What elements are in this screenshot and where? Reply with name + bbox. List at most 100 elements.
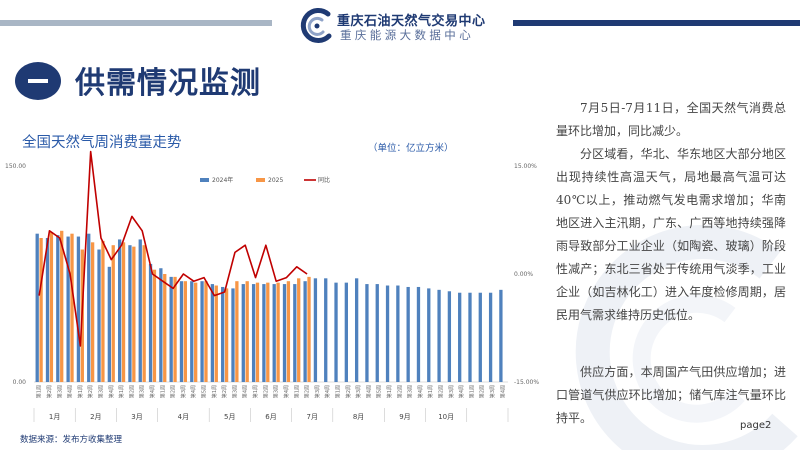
bar-2024 — [437, 289, 441, 382]
bar-2025 — [224, 288, 229, 382]
week-tick-label: 第3周 — [489, 385, 496, 398]
legend-swatch-2024 — [200, 178, 209, 182]
bar-2024 — [128, 245, 132, 382]
bar-2025 — [163, 274, 167, 382]
unit-note: （单位：亿立方米） — [368, 143, 454, 154]
legend-label-2025: 2025 — [268, 177, 283, 184]
bar-2024 — [416, 286, 421, 382]
week-tick-label: 第1周 — [159, 385, 166, 398]
week-tick-label: 第1周 — [118, 385, 125, 398]
bar-2024 — [76, 236, 81, 382]
bar-2024 — [159, 268, 163, 382]
bar-2024 — [303, 281, 307, 382]
y-right-tick-label: 0.00% — [514, 271, 533, 278]
bar-2024 — [210, 284, 215, 382]
supply-paragraph: 供应方面，本周国产气田供应增加；进口管道气供应环比增加；储气库注气量环比持平。 — [556, 365, 786, 425]
week-tick-label: 第4周 — [499, 385, 506, 398]
bar-2025 — [39, 238, 43, 382]
yoy-line — [38, 150, 308, 347]
week-tick-label: 第4周 — [324, 385, 331, 398]
week-tick-label: 第2周 — [128, 385, 135, 398]
week-tick-label: 第3周 — [231, 385, 238, 398]
week-tick-label: 第2周 — [221, 385, 228, 398]
bar-2024 — [406, 286, 410, 382]
week-tick-label: 第2周 — [438, 385, 445, 398]
bar-2024 — [324, 278, 328, 382]
bar-2025 — [276, 282, 280, 382]
week-tick-label: 第3周 — [180, 385, 187, 398]
week-tick-label: 第1周 — [77, 385, 84, 398]
bar-2025 — [255, 282, 260, 382]
month-label: 6月 — [265, 413, 276, 421]
bar-2024 — [344, 282, 348, 382]
bar-2025 — [142, 245, 146, 382]
summary-paragraph: 7月5日-7月11日，全国天然气消费总量环比增加，同比减少。 — [556, 101, 786, 138]
bar-2025 — [90, 242, 95, 382]
bar-2024 — [179, 281, 184, 382]
bar-2025 — [266, 282, 270, 382]
bar-2025 — [245, 281, 249, 382]
bar-2024 — [241, 284, 245, 382]
legend-swatch-2025 — [256, 178, 265, 182]
month-label: 3月 — [131, 413, 142, 421]
month-label: 8月 — [353, 413, 364, 421]
bar-2024 — [334, 282, 338, 382]
bar-2024 — [35, 233, 39, 382]
bar-2024 — [97, 249, 101, 382]
bar-2024 — [107, 266, 111, 382]
bar-2024 — [56, 235, 60, 382]
week-tick-label: 第3周 — [407, 385, 414, 398]
month-label: 9月 — [399, 413, 410, 421]
y-left-tick-label: 0.00 — [13, 379, 27, 386]
bar-2024 — [282, 284, 287, 382]
bar-2024 — [468, 292, 472, 382]
bar-2024 — [385, 285, 390, 382]
week-tick-label: 第2周 — [262, 385, 269, 398]
bar-2024 — [313, 278, 318, 382]
bar-2025 — [183, 281, 188, 382]
week-tick-label: 第4周 — [283, 385, 290, 398]
week-tick-label: 第3周 — [56, 385, 63, 398]
week-tick-label: 第1周 — [252, 385, 259, 398]
week-tick-label: 第3周 — [97, 385, 104, 398]
bar-2025 — [204, 281, 208, 382]
bar-2024 — [293, 284, 297, 382]
regional-paragraph: 分区域看，华北、华东地区大部分地区出现持续性高温天气，局地最高气温可达40℃以上… — [556, 147, 786, 322]
month-label: 7月 — [306, 413, 317, 421]
week-tick-label: 第2周 — [304, 385, 311, 398]
bar-2024 — [396, 285, 400, 382]
week-tick-label: 第2周 — [345, 385, 352, 398]
bar-2025 — [49, 232, 54, 382]
bar-2025 — [132, 246, 136, 382]
week-tick-label: 第5周 — [376, 385, 383, 398]
week-tick-label: 第3周 — [139, 385, 146, 398]
bar-2025 — [60, 230, 64, 382]
header-rule-left — [0, 20, 272, 26]
bar-2025 — [173, 276, 177, 382]
week-tick-label: 第1周 — [427, 385, 434, 398]
y-right-tick-label: 15.00% — [514, 163, 537, 170]
bar-2024 — [45, 238, 50, 382]
week-tick-label: 第4周 — [242, 385, 249, 398]
bar-2024 — [169, 276, 173, 382]
bar-2024 — [365, 284, 369, 382]
bar-2024 — [478, 292, 482, 382]
bar-2024 — [87, 233, 91, 382]
bar-2024 — [447, 291, 452, 382]
week-tick-label: 第1周 — [334, 385, 341, 398]
bar-2024 — [251, 284, 256, 382]
week-tick-label: 第4周 — [108, 385, 115, 398]
section-title: 供需情况监测 — [75, 66, 261, 101]
bar-2024 — [148, 263, 153, 382]
bar-2024 — [272, 284, 276, 382]
week-tick-label: 第3周 — [314, 385, 321, 398]
month-label: 1月 — [49, 413, 60, 421]
week-tick-label: 第5周 — [201, 385, 208, 398]
week-tick-label: 第1周 — [468, 385, 475, 398]
week-tick-label: 第1周 — [36, 385, 43, 398]
bar-2024 — [190, 281, 194, 382]
brand-subtitle: 重庆能源大数据中心 — [340, 28, 475, 42]
bar-2025 — [70, 233, 74, 382]
bar-2024 — [354, 278, 359, 382]
